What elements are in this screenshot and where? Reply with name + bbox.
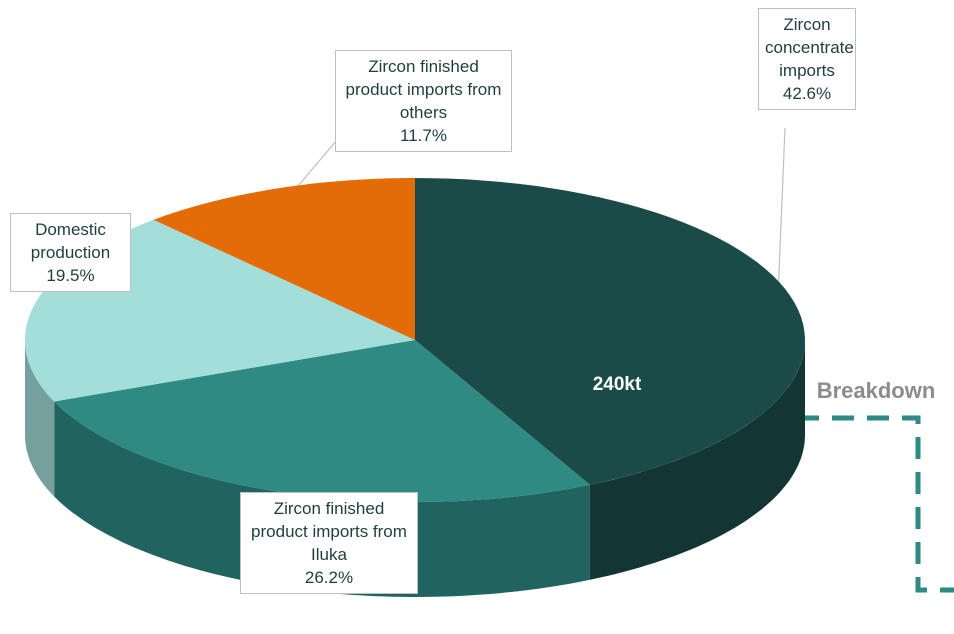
category-name: Zircon concentrate imports (765, 15, 854, 80)
slice (153, 178, 415, 340)
slice (54, 340, 590, 502)
center-label: 240kt (593, 374, 642, 395)
pie-tops (25, 178, 805, 502)
slice-label: Zircon finished product imports from Ilu… (240, 492, 418, 594)
slice (415, 178, 805, 485)
slice-label: Domestic production 19.5% (10, 213, 131, 292)
category-name: Zircon finished product imports from oth… (345, 57, 502, 122)
slice-side (25, 340, 55, 497)
breakdown-label: Breakdown (817, 378, 936, 403)
slice-label: Zircon finished product imports from oth… (335, 50, 512, 152)
slice-label: Zircon concentrate imports 42.6% (758, 8, 856, 110)
value-label: 11.7% (400, 126, 447, 145)
value-label: 26.2% (304, 568, 354, 587)
category-name: Domestic production (30, 220, 111, 262)
slice-side (589, 340, 805, 580)
leader-line (297, 139, 338, 187)
leader-line (777, 127, 786, 297)
value-label: 42.6% (782, 84, 832, 103)
category-name: Zircon finished product imports from Ilu… (251, 499, 407, 564)
value-label: 19.5% (46, 266, 95, 285)
